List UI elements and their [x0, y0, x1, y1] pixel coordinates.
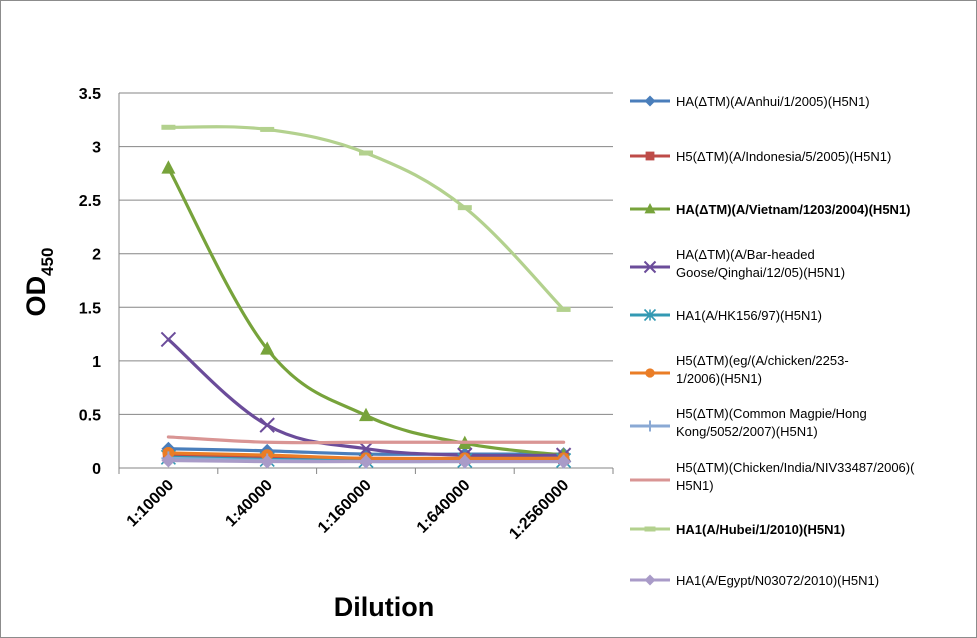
series-lines — [160, 124, 572, 469]
legend-label: H5(ΔTM)(Common Magpie/Hong Kong/5052/2007… — [676, 406, 867, 439]
y-tick-label: 1.5 — [79, 300, 101, 317]
legend-swatch-marker — [645, 368, 655, 378]
legend-label-line: HA(ΔTM)(A/Vietnam/1203/2004)(H5N1) — [676, 202, 911, 217]
data-point — [161, 124, 176, 130]
legend-label: HA(ΔTM)(A/Vietnam/1203/2004)(H5N1) — [676, 202, 911, 217]
legend-swatch-marker — [644, 202, 656, 214]
legend-label-line: H5(ΔTM)(eg/(A/chicken/2253- — [676, 353, 849, 368]
x-tick-label: 1:640000 — [414, 477, 474, 537]
data-point — [359, 454, 373, 469]
series-7 — [166, 435, 566, 445]
series-line — [166, 435, 566, 445]
data-point — [556, 306, 571, 312]
y-tick-labels: 0 0.5 1 1.5 2 2.5 3 3.5 — [79, 86, 101, 478]
y-tick-label: 2.5 — [79, 193, 101, 210]
legend-entry: HA(ΔTM)(A/Vietnam/1203/2004)(H5N1) — [630, 202, 911, 217]
x-tick-label: 1:10000 — [124, 477, 178, 531]
legend-label-line: HA1(A/Hubei/1/2010)(H5N1) — [676, 522, 845, 537]
legend-label: HA1(A/Hubei/1/2010)(H5N1) — [676, 522, 845, 537]
legend-label-line: HA1(A/Egypt/N03072/2010)(H5N1) — [676, 573, 879, 588]
legend-swatch-marker — [645, 151, 655, 161]
legend-swatch-marker — [644, 574, 656, 586]
y-tick-label: 3.5 — [79, 86, 101, 103]
legend-label: HA1(A/Egypt/N03072/2010)(H5N1) — [676, 573, 879, 588]
data-point — [359, 150, 373, 156]
legend-label: HA1(A/HK156/97)(H5N1) — [676, 308, 822, 323]
data-point — [160, 331, 177, 348]
y-gridlines — [119, 92, 613, 415]
legend-label: HA(ΔTM)(A/Anhui/1/2005)(H5N1) — [676, 94, 870, 109]
y-axis-title: OD450 — [21, 248, 57, 317]
legend-label-line: H5N1) — [676, 478, 714, 493]
data-point — [161, 453, 176, 468]
data-point — [260, 454, 275, 469]
legend-entry: H5(ΔTM)(Common Magpie/Hong Kong/5052/2007… — [630, 406, 867, 439]
legend-label-line: HA(ΔTM)(A/Bar-headed — [676, 247, 815, 262]
y-tick-label: 0.5 — [79, 407, 101, 424]
legend: HA(ΔTM)(A/Anhui/1/2005)(H5N1) H5(ΔTM)(A/I… — [630, 94, 915, 588]
legend-entry: HA1(A/HK156/97)(H5N1) — [630, 308, 822, 323]
legend-label: H5(ΔTM)(Chicken/India/NIV33487/2006)( H5N… — [676, 460, 915, 493]
legend-swatch-marker — [643, 308, 657, 322]
y-tick-label: 3 — [92, 140, 101, 157]
legend-label-line: H5(ΔTM)(Common Magpie/Hong — [676, 406, 867, 421]
legend-entry: H5(ΔTM)(Chicken/India/NIV33487/2006)( H5N… — [630, 460, 915, 493]
series-8 — [161, 124, 571, 312]
series-line — [166, 166, 566, 457]
data-point — [457, 454, 472, 469]
legend-label: HA(ΔTM)(A/Bar-headed Goose/Qinghai/12/05)… — [676, 247, 845, 280]
legend-label-line: Goose/Qinghai/12/05)(H5N1) — [676, 265, 845, 280]
legend-swatch-marker — [644, 526, 656, 532]
legend-label-line: HA(ΔTM)(A/Anhui/1/2005)(H5N1) — [676, 94, 870, 109]
legend-entry: HA(ΔTM)(A/Bar-headed Goose/Qinghai/12/05)… — [630, 247, 845, 280]
legend-label-line: HA1(A/HK156/97)(H5N1) — [676, 308, 822, 323]
legend-entry: HA1(A/Egypt/N03072/2010)(H5N1) — [630, 573, 879, 588]
data-point — [556, 454, 571, 469]
data-point — [359, 407, 373, 422]
data-point — [259, 417, 275, 433]
legend-label-line: H5(ΔTM)(A/Indonesia/5/2005)(H5N1) — [676, 149, 891, 164]
legend-entry: H5(ΔTM)(eg/(A/chicken/2253- 1/2006)(H5N1) — [630, 353, 849, 386]
x-axis-title: Dilution — [334, 592, 434, 622]
legend-entry: HA(ΔTM)(A/Anhui/1/2005)(H5N1) — [630, 94, 870, 109]
legend-entry: H5(ΔTM)(A/Indonesia/5/2005)(H5N1) — [630, 149, 891, 164]
data-point — [358, 441, 374, 457]
y-tick-label: 1 — [92, 354, 101, 371]
legend-label-line: 1/2006)(H5N1) — [676, 371, 762, 386]
legend-label: H5(ΔTM)(eg/(A/chicken/2253- 1/2006)(H5N1) — [676, 353, 849, 386]
data-point — [457, 205, 472, 211]
y-tick-label: 0 — [92, 461, 101, 478]
legend-label: H5(ΔTM)(A/Indonesia/5/2005)(H5N1) — [676, 149, 891, 164]
data-point — [260, 341, 275, 355]
series-9 — [161, 453, 571, 469]
legend-entry: HA1(A/Hubei/1/2010)(H5N1) — [630, 522, 845, 537]
legend-label-line: Kong/5052/2007)(H5N1) — [676, 424, 818, 439]
legend-swatch-marker — [643, 260, 657, 274]
legend-label-line: H5(ΔTM)(Chicken/India/NIV33487/2006)( — [676, 460, 915, 475]
series-2 — [161, 160, 571, 461]
x-tick-label: 1:2560000 — [506, 477, 572, 543]
legend-swatch-marker — [644, 95, 656, 107]
data-point — [161, 160, 176, 174]
x-tick-labels: 1:10000 1:40000 1:160000 1:640000 1:2560000 — [124, 477, 573, 543]
x-tick-label: 1:40000 — [222, 477, 276, 531]
y-tick-label: 2 — [92, 247, 101, 264]
legend-swatch-marker — [644, 420, 656, 432]
data-point — [260, 126, 275, 132]
series-line — [166, 337, 566, 458]
x-tick-label: 1:160000 — [315, 477, 375, 537]
y-axis-title-main: OD — [21, 276, 51, 317]
y-axis-title-subscript: 450 — [38, 248, 57, 276]
